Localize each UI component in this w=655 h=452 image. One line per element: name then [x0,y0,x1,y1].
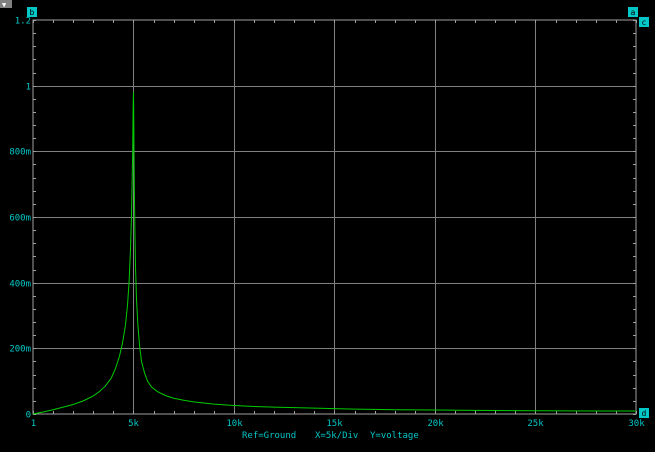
x-tick-label: 10k [226,419,243,429]
x-tick-label: 20k [427,419,444,429]
y-tick-label: 1 [26,83,31,93]
y-tick-label: 600m [9,214,31,224]
window-corner-marker [0,0,12,8]
svg-text:c: c [642,18,647,27]
cursor-marker-c[interactable]: c [639,17,649,27]
y-tick-label: 1.2 [15,17,31,27]
svg-text:a: a [631,8,636,17]
cursor-marker-a[interactable]: a [628,7,638,17]
y-tick-label: 0 [26,411,31,421]
x-tick-label: 15k [326,419,343,429]
minor-ticks [33,20,637,415]
caption-xdiv: X=5k/Div [315,431,358,441]
y-tick-label: 200m [9,345,31,355]
cursor-marker-d[interactable]: d [639,408,649,418]
series-line-voltage[interactable] [32,92,636,415]
svg-text:d: d [642,409,647,418]
x-tick-label: 1 [31,419,36,429]
window-corner-glyph: ▼ [2,1,7,9]
caption-yvar: Y=voltage [370,431,419,441]
y-tick-label: 800m [9,148,31,158]
cursor-marker-b[interactable]: b [27,7,37,17]
x-axis-ticks: 1 5k 10k 15k 20k 25k 30k [31,419,645,429]
y-tick-label: 400m [9,280,31,290]
x-tick-label: 25k [527,419,544,429]
grid-lines [33,20,636,414]
y-axis-ticks: 0 200m 400m 600m 800m 1 1.2 [9,17,31,421]
x-tick-label: 5k [128,419,139,429]
svg-text:b: b [30,8,35,17]
caption-ref: Ref=Ground [242,431,296,441]
x-tick-label: 30k [628,419,645,429]
